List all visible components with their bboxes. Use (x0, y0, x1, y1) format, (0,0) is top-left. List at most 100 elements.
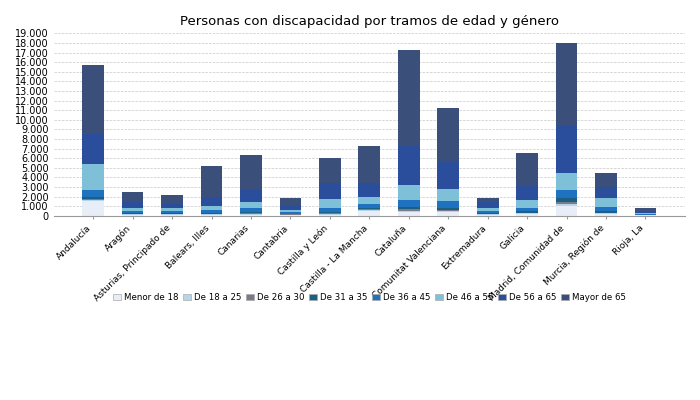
Bar (83, 66, 104, 134)
Bar (122, 213, 144, 214)
Bar (161, 208, 183, 211)
Bar (635, 211, 657, 212)
Bar (201, 206, 223, 210)
Bar (83, 197, 104, 199)
Bar (279, 212, 301, 214)
Bar (477, 211, 498, 213)
Bar (319, 213, 341, 214)
Bar (201, 197, 223, 206)
Bar (635, 212, 657, 214)
Bar (279, 215, 301, 216)
Bar (398, 50, 419, 146)
Bar (595, 173, 617, 187)
Bar (319, 214, 341, 215)
Bar (477, 208, 498, 211)
Bar (438, 201, 459, 208)
Bar (201, 210, 223, 213)
Bar (201, 166, 223, 197)
Bar (517, 208, 538, 212)
Bar (319, 199, 341, 208)
Bar (517, 153, 538, 186)
Bar (556, 173, 578, 190)
Bar (358, 208, 380, 210)
Title: Personas con discapacidad por tramos de edad y género: Personas con discapacidad por tramos de … (180, 15, 559, 28)
Bar (635, 208, 657, 211)
Bar (122, 215, 144, 216)
Bar (240, 189, 262, 202)
Bar (556, 125, 578, 173)
Bar (556, 206, 578, 216)
Bar (240, 208, 262, 212)
Bar (279, 205, 301, 210)
Bar (122, 202, 144, 208)
Bar (517, 213, 538, 214)
Bar (83, 190, 104, 197)
Bar (438, 211, 459, 212)
Bar (83, 134, 104, 164)
Bar (477, 214, 498, 215)
Bar (517, 186, 538, 200)
Bar (279, 210, 301, 212)
Bar (83, 164, 104, 190)
Bar (240, 213, 262, 214)
Bar (398, 212, 419, 216)
Bar (517, 212, 538, 213)
Bar (358, 204, 380, 208)
Bar (358, 210, 380, 211)
Bar (438, 162, 459, 189)
Bar (240, 214, 262, 215)
Bar (83, 199, 104, 200)
Bar (358, 183, 380, 197)
Bar (161, 204, 183, 208)
Bar (319, 212, 341, 213)
Bar (477, 198, 498, 202)
Bar (398, 146, 419, 186)
Bar (556, 204, 578, 206)
Bar (398, 211, 419, 212)
Bar (438, 108, 459, 162)
Bar (398, 200, 419, 206)
Bar (595, 198, 617, 207)
Bar (398, 186, 419, 200)
Bar (556, 190, 578, 198)
Bar (161, 211, 183, 213)
Bar (83, 200, 104, 201)
Legend: Menor de 18, De 18 a 25, De 26 a 30, De 31 a 35, De 36 a 45, De 46 a 55, De 56 a: Menor de 18, De 18 a 25, De 26 a 30, De … (109, 289, 629, 305)
Bar (122, 192, 144, 202)
Bar (477, 213, 498, 214)
Bar (556, 202, 578, 204)
Bar (398, 206, 419, 210)
Bar (438, 212, 459, 216)
Bar (398, 210, 419, 211)
Bar (595, 187, 617, 198)
Bar (358, 146, 380, 183)
Bar (477, 215, 498, 216)
Bar (161, 195, 183, 204)
Bar (122, 208, 144, 211)
Bar (161, 214, 183, 215)
Bar (477, 202, 498, 208)
Bar (319, 158, 341, 183)
Bar (161, 215, 183, 216)
Bar (595, 207, 617, 212)
Bar (556, 43, 578, 125)
Bar (438, 210, 459, 211)
Bar (201, 215, 223, 216)
Bar (358, 197, 380, 204)
Bar (556, 198, 578, 202)
Bar (438, 189, 459, 201)
Bar (122, 214, 144, 215)
Bar (240, 212, 262, 213)
Bar (201, 213, 223, 214)
Bar (319, 183, 341, 199)
Bar (319, 215, 341, 216)
Bar (517, 214, 538, 216)
Bar (122, 211, 144, 213)
Bar (438, 208, 459, 210)
Bar (240, 155, 262, 189)
Bar (319, 208, 341, 212)
Bar (83, 201, 104, 216)
Bar (279, 198, 301, 205)
Bar (161, 213, 183, 214)
Bar (517, 200, 538, 208)
